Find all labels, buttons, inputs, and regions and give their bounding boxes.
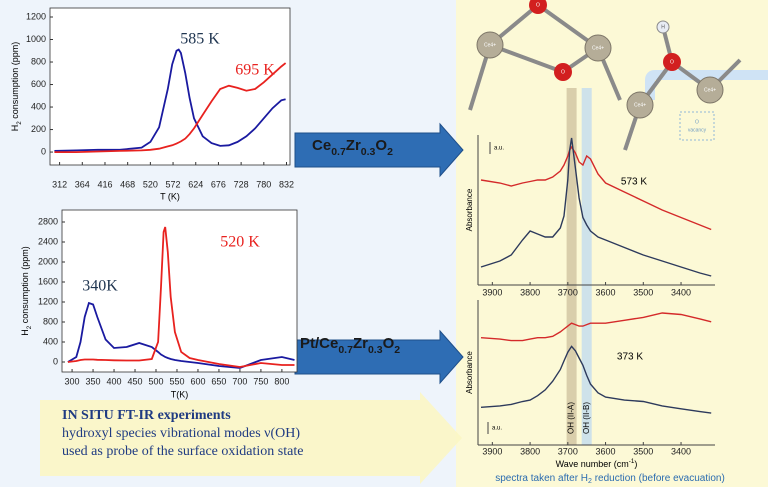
plot-area (50, 8, 290, 165)
text-part: O (375, 137, 387, 154)
y-tick-label: 0 (53, 356, 58, 366)
x-tick-label: 468 (120, 179, 135, 189)
x-tick-label: 3800 (520, 446, 540, 456)
x-tick-label: 650 (211, 376, 226, 386)
atom-label: Ce4+ (634, 102, 646, 108)
text-part: Ce (312, 137, 331, 154)
x-tick-label: 800 (274, 376, 289, 386)
x-tick-label: 350 (86, 376, 101, 386)
x-axis-label: T (K) (160, 191, 180, 201)
x-tick-label: 3700 (558, 446, 578, 456)
caption: spectra taken after H2 reduction (before… (495, 473, 725, 486)
text-part: reduction (before evacuation) (592, 473, 725, 484)
x-tick-label: 728 (234, 179, 249, 189)
figure: O O O Ce4+ Ce4+ Ce4+ Ce4+ H O vacancy Ce… (0, 0, 768, 487)
atom-label: H (661, 24, 665, 30)
text-part: 0.7 (338, 344, 353, 356)
x-axis-label: T(K) (171, 389, 189, 399)
x-axis-label: Wave number (cm-1) (556, 458, 638, 469)
text-part: O (383, 335, 395, 352)
x-tick-label: 364 (75, 179, 90, 189)
x-tick-label: 300 (65, 376, 80, 386)
text-part: Pt/Ce (300, 335, 338, 352)
text-part: 2 (387, 146, 393, 158)
annotation: 695 K (235, 62, 275, 79)
x-tick-label: 572 (166, 179, 181, 189)
x-tick-label: 416 (97, 179, 112, 189)
text-part: spectra taken after H (495, 473, 588, 484)
band-label: OH (II-A) (567, 402, 576, 434)
x-tick-label: 500 (148, 376, 163, 386)
x-tick-label: 3900 (482, 446, 502, 456)
info-line: used as probe of the surface oxidation s… (62, 444, 303, 459)
x-tick-label: 450 (128, 376, 143, 386)
y-tick-label: 1600 (38, 276, 58, 286)
y-tick-label: 400 (43, 336, 58, 346)
text-part: consumption (ppm) (10, 42, 20, 122)
band (582, 88, 592, 445)
band-label: OH (II-B) (582, 402, 591, 434)
x-tick-label: 3400 (671, 446, 691, 456)
y-tick-label: 2400 (38, 236, 58, 246)
atom-label: Ce4+ (704, 87, 716, 93)
text-part: consumption (ppm) (20, 246, 30, 326)
x-tick-label: 780 (256, 179, 271, 189)
x-tick-label: 700 (232, 376, 247, 386)
info-line: hydroxyl species vibrational modes ν(OH) (62, 426, 300, 441)
y-tick-label: 0 (41, 146, 46, 156)
text-part: ) (634, 459, 637, 469)
x-tick-label: 520 (143, 179, 158, 189)
x-tick-label: 3800 (520, 287, 540, 297)
atom-label: Ce4+ (484, 42, 496, 48)
y-tick-label: 2000 (38, 256, 58, 266)
text-part: 0.3 (361, 146, 376, 158)
scale-label: a.u. (494, 146, 504, 152)
x-tick-label: 400 (107, 376, 122, 386)
x-tick-label: 3500 (633, 287, 653, 297)
vacancy-label: vacancy (688, 127, 707, 133)
x-tick-label: 600 (190, 376, 205, 386)
text-part: 2 (394, 344, 400, 356)
y-tick-label: 200 (31, 124, 46, 134)
y-tick-label: 2800 (38, 216, 58, 226)
y-axis-label: Absorbance (465, 188, 474, 231)
x-tick-label: 550 (169, 376, 184, 386)
atom-label: O (536, 2, 540, 8)
x-tick-label: 832 (279, 179, 294, 189)
y-tick-label: 400 (31, 101, 46, 111)
annotation: 340K (82, 278, 118, 295)
x-tick-label: 3600 (596, 446, 616, 456)
y-tick-label: 1000 (26, 34, 46, 44)
y-tick-label: 800 (43, 316, 58, 326)
x-tick-label: 676 (211, 179, 226, 189)
text-part: Zr (353, 335, 368, 352)
y-tick-label: 600 (31, 79, 46, 89)
x-tick-label: 3400 (671, 287, 691, 297)
panel-label: 373 K (617, 352, 643, 363)
scale-label: a.u. (492, 426, 502, 432)
y-tick-label: 1200 (26, 11, 46, 21)
x-tick-label: 624 (188, 179, 203, 189)
x-tick-label: 750 (253, 376, 268, 386)
x-tick-label: 3600 (596, 287, 616, 297)
atom-label: O (561, 69, 565, 75)
x-tick-label: 3900 (482, 287, 502, 297)
y-axis-label: Absorbance (465, 351, 474, 394)
info-title: IN SITU FT-IR experiments (62, 408, 231, 423)
x-tick-label: 3500 (633, 446, 653, 456)
text-part: Zr (346, 137, 361, 154)
text-part: 0.7 (331, 146, 346, 158)
atom-label: Ce4+ (592, 45, 604, 51)
text-part: Wave number (cm (556, 459, 629, 469)
x-tick-label: 3700 (558, 287, 578, 297)
y-tick-label: 800 (31, 56, 46, 66)
panel-label: 573 K (621, 177, 647, 188)
atom-label: O (670, 59, 674, 65)
y-tick-label: 1200 (38, 296, 58, 306)
annotation: 520 K (220, 234, 260, 251)
text-part: 0.3 (368, 344, 383, 356)
annotation: 585 K (180, 31, 220, 48)
x-tick-label: 312 (52, 179, 67, 189)
vacancy-label: O (695, 119, 699, 125)
